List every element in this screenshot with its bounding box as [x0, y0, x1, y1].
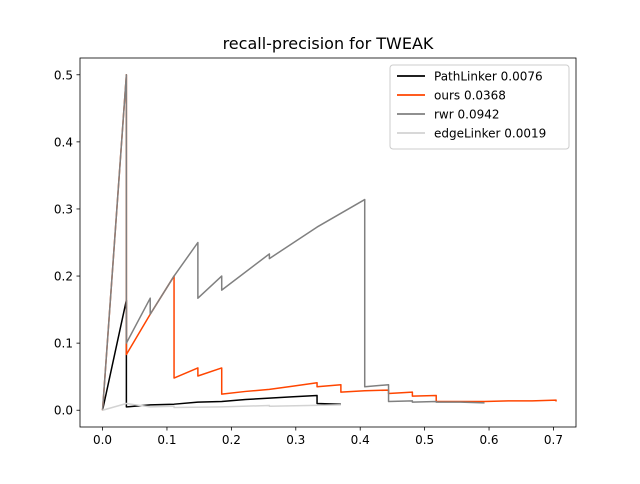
y-tick-label: 0.0: [54, 404, 73, 418]
y-tick-label: 0.5: [54, 68, 73, 82]
x-tick-label: 0.3: [286, 433, 305, 447]
x-tick-label: 0.4: [351, 433, 370, 447]
legend-label-2: rwr 0.0942: [434, 108, 499, 122]
x-tick-label: 0.5: [415, 433, 434, 447]
x-tick-label: 0.6: [479, 433, 498, 447]
legend: PathLinker 0.0076 ours 0.0368 rwr 0.0942 ed…: [389, 64, 570, 150]
y-tick-label: 0.3: [54, 202, 73, 216]
x-tick-label: 0.0: [93, 433, 112, 447]
y-tick-label: 0.1: [54, 337, 73, 351]
legend-label-0: PathLinker 0.0076: [434, 70, 543, 84]
x-tick-label: 0.1: [157, 433, 176, 447]
chart-title: recall-precision for TWEAK: [223, 34, 434, 53]
series-line-2: [101, 74, 485, 411]
x-tick-label: 0.7: [544, 433, 563, 447]
axes-layer: 0.0 0.1 0.2 0.3 0.4 0.5 0.6 0.7 0.0 0.1 0.2 0.3 0.4 0…: [54, 57, 577, 447]
series-line-0: [101, 299, 341, 411]
series-layer: [101, 74, 557, 411]
legend-label-3: edgeLinker 0.0019: [434, 127, 546, 141]
plot-frame: [79, 57, 577, 428]
series-line-3: [102, 402, 341, 411]
legend-label-1: ours 0.0368: [434, 89, 506, 103]
series-line-1: [101, 74, 557, 411]
x-tick-label: 0.2: [222, 433, 241, 447]
y-tick-label: 0.2: [54, 270, 73, 284]
legend-box: [389, 64, 570, 150]
y-tick-label: 0.4: [54, 135, 73, 149]
